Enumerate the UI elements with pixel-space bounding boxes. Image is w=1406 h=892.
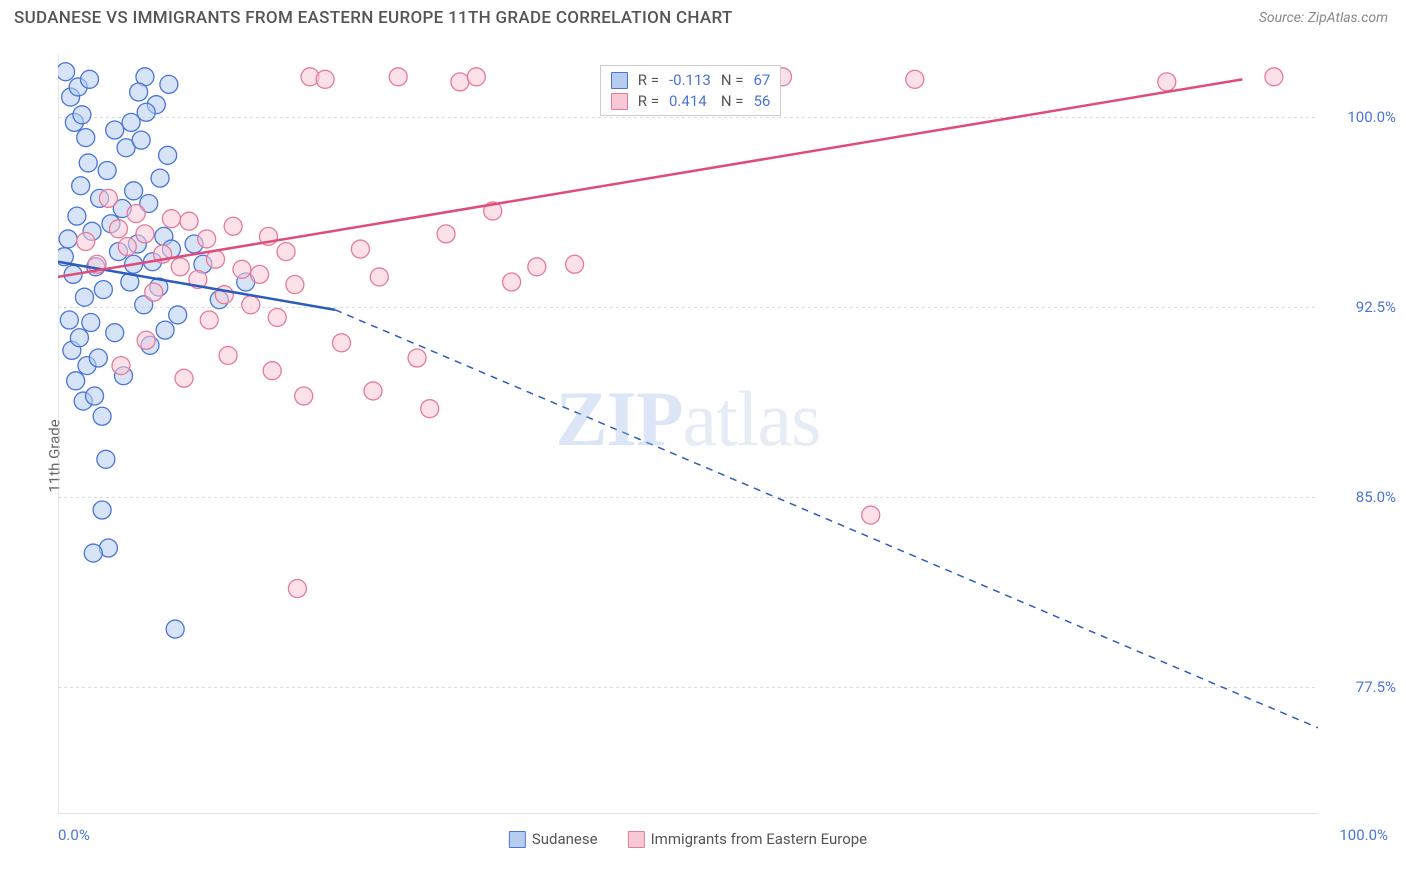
y-tick-label: 100.0%	[1347, 108, 1396, 126]
chart-area: 11th Grade ZIPatlas 77.5%85.0%92.5%100.0…	[28, 40, 1396, 872]
y-tick-label: 92.5%	[1356, 298, 1396, 316]
legend-label-immigrants: Immigrants from Eastern Europe	[651, 830, 868, 848]
y-tick-label: 85.0%	[1356, 488, 1396, 506]
legend-item-sudanese: Sudanese	[509, 830, 598, 848]
y-tick-label: 77.5%	[1356, 678, 1396, 696]
legend-swatch-sudanese	[509, 831, 526, 848]
legend-swatch-immigrants	[628, 831, 645, 848]
x-tick-0: 0.0%	[58, 826, 90, 844]
legend-item-immigrants: Immigrants from Eastern Europe	[628, 830, 868, 848]
plot-area: ZIPatlas 77.5%85.0%92.5%100.0% 0.0% 100.…	[58, 54, 1318, 814]
chart-title: SUDANESE VS IMMIGRANTS FROM EASTERN EURO…	[14, 8, 733, 28]
x-tick-100: 100.0%	[1339, 826, 1388, 844]
legend-label-sudanese: Sudanese	[532, 830, 598, 848]
bottom-legend: Sudanese Immigrants from Eastern Europe	[509, 830, 867, 848]
stats-legend-box: R =-0.113N =67R =0.414N =56	[600, 65, 782, 116]
source-attribution: Source: ZipAtlas.com	[1259, 10, 1388, 26]
scatter-svg	[58, 54, 1318, 814]
